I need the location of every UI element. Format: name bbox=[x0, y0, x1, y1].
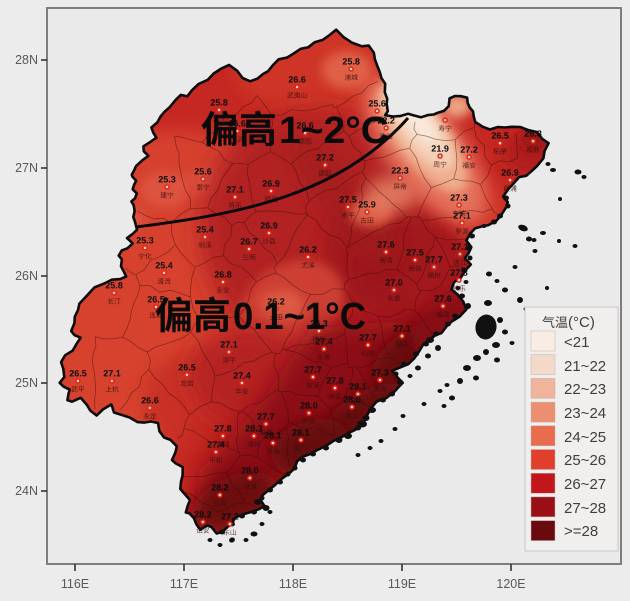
svg-text:26.9: 26.9 bbox=[262, 178, 280, 188]
svg-text:27.7: 27.7 bbox=[257, 411, 275, 421]
svg-text:27~28: 27~28 bbox=[564, 500, 606, 517]
svg-text:27.0: 27.0 bbox=[385, 278, 403, 288]
svg-text:117E: 117E bbox=[170, 577, 198, 591]
svg-text:>=28: >=28 bbox=[564, 523, 598, 540]
svg-text:26.8: 26.8 bbox=[214, 269, 232, 279]
svg-text:27.4: 27.4 bbox=[207, 439, 225, 449]
svg-text:28N: 28N bbox=[15, 53, 38, 67]
svg-text:25.4: 25.4 bbox=[155, 260, 173, 270]
svg-text:28.2: 28.2 bbox=[194, 509, 212, 519]
svg-text:26N: 26N bbox=[15, 269, 38, 283]
svg-text:24N: 24N bbox=[15, 484, 38, 498]
svg-text:26.5: 26.5 bbox=[491, 131, 509, 141]
svg-text:27.1: 27.1 bbox=[451, 242, 469, 252]
svg-text:27.5: 27.5 bbox=[339, 195, 357, 205]
svg-text:26.2: 26.2 bbox=[299, 244, 317, 254]
svg-text:27.2: 27.2 bbox=[316, 153, 334, 163]
svg-text:25.8: 25.8 bbox=[105, 280, 123, 290]
svg-text:26.5: 26.5 bbox=[147, 294, 165, 304]
svg-text:27.5: 27.5 bbox=[406, 248, 424, 258]
svg-text:26.9: 26.9 bbox=[260, 220, 278, 230]
svg-text:27.1: 27.1 bbox=[393, 324, 411, 334]
svg-text:116E: 116E bbox=[61, 577, 89, 591]
svg-text:28.1: 28.1 bbox=[264, 430, 282, 440]
svg-text:28.2: 28.2 bbox=[211, 482, 229, 492]
svg-text:28.0: 28.0 bbox=[300, 400, 318, 410]
svg-text:1~2°C: 1~2°C bbox=[279, 110, 389, 152]
svg-text:26.6: 26.6 bbox=[141, 395, 159, 405]
svg-text:26.7: 26.7 bbox=[240, 236, 258, 246]
svg-text:27.1: 27.1 bbox=[453, 211, 471, 221]
svg-text:28.0: 28.0 bbox=[241, 465, 259, 475]
svg-text:25.8: 25.8 bbox=[210, 97, 228, 107]
svg-text:26.6: 26.6 bbox=[296, 120, 314, 130]
svg-text:25.6: 25.6 bbox=[194, 166, 212, 176]
svg-text:<21: <21 bbox=[564, 334, 589, 351]
svg-text:26.9: 26.9 bbox=[501, 168, 519, 178]
svg-text:27.3: 27.3 bbox=[371, 368, 389, 378]
svg-text:25~26: 25~26 bbox=[564, 452, 606, 469]
svg-text:26.6: 26.6 bbox=[288, 74, 306, 84]
svg-text:22~23: 22~23 bbox=[564, 381, 606, 398]
svg-text:27.8: 27.8 bbox=[214, 423, 232, 433]
svg-text:27.7: 27.7 bbox=[304, 364, 322, 374]
svg-text:27.1: 27.1 bbox=[220, 339, 238, 349]
svg-text:22.2: 22.2 bbox=[377, 116, 395, 126]
svg-text:27.6: 27.6 bbox=[377, 240, 395, 250]
svg-text:27.3: 27.3 bbox=[450, 193, 468, 203]
svg-text:25.3: 25.3 bbox=[158, 174, 176, 184]
svg-text:25.9: 25.9 bbox=[358, 200, 376, 210]
svg-text:27.7: 27.7 bbox=[425, 255, 443, 265]
svg-text:(°C): (°C) bbox=[568, 314, 595, 331]
svg-text:26.5: 26.5 bbox=[178, 362, 196, 372]
svg-text:26.3: 26.3 bbox=[310, 318, 328, 328]
svg-text:118E: 118E bbox=[279, 577, 307, 591]
svg-text:26.5: 26.5 bbox=[69, 368, 87, 378]
svg-text:27N: 27N bbox=[15, 161, 38, 175]
svg-text:26~27: 26~27 bbox=[564, 476, 606, 493]
svg-text:119E: 119E bbox=[388, 577, 416, 591]
svg-text:25.6: 25.6 bbox=[368, 99, 386, 109]
svg-text:26.6: 26.6 bbox=[228, 118, 246, 128]
svg-text:25.8: 25.8 bbox=[342, 57, 360, 67]
svg-text:27.4: 27.4 bbox=[315, 337, 333, 347]
svg-text:120E: 120E bbox=[496, 577, 525, 591]
svg-text:27.2: 27.2 bbox=[460, 145, 478, 155]
svg-text:26.2: 26.2 bbox=[267, 296, 285, 306]
svg-text:28.1: 28.1 bbox=[292, 427, 310, 437]
svg-text:28.0: 28.0 bbox=[343, 395, 361, 405]
svg-text:27.2: 27.2 bbox=[221, 511, 239, 521]
svg-text:27.7: 27.7 bbox=[359, 333, 377, 343]
svg-text:21.9: 21.9 bbox=[431, 144, 449, 154]
svg-text:27.8: 27.8 bbox=[450, 268, 468, 278]
svg-text:27.1: 27.1 bbox=[226, 184, 244, 194]
svg-text:28.1: 28.1 bbox=[349, 382, 367, 392]
svg-text:27.8: 27.8 bbox=[326, 376, 344, 386]
svg-text:27.6: 27.6 bbox=[434, 294, 452, 304]
svg-text:27.1: 27.1 bbox=[103, 368, 121, 378]
svg-text:25N: 25N bbox=[15, 376, 38, 390]
svg-text:27.4: 27.4 bbox=[233, 370, 251, 380]
svg-text:25.4: 25.4 bbox=[196, 224, 214, 234]
svg-text:0.1~1°C: 0.1~1°C bbox=[233, 296, 366, 338]
svg-text:21~22: 21~22 bbox=[564, 358, 606, 375]
svg-text:24~25: 24~25 bbox=[564, 429, 606, 446]
svg-text:28.3: 28.3 bbox=[245, 423, 263, 433]
svg-text:25.3: 25.3 bbox=[136, 235, 154, 245]
svg-text:22.3: 22.3 bbox=[391, 166, 409, 176]
svg-text:26.3: 26.3 bbox=[524, 129, 542, 139]
svg-text:23~24: 23~24 bbox=[564, 405, 606, 422]
